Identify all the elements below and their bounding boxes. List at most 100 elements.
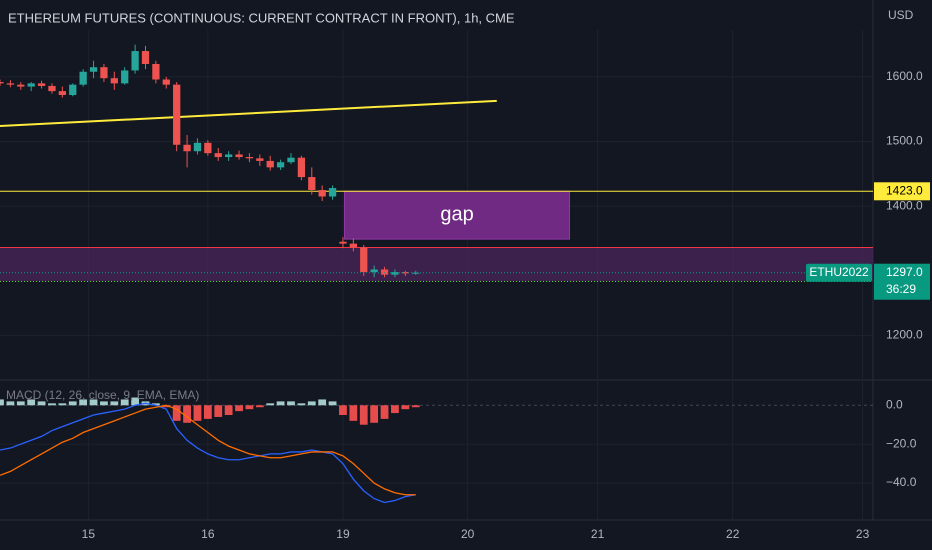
macd-line [0, 402, 416, 504]
histogram-bar [110, 401, 119, 406]
x-tick-label: 16 [201, 527, 215, 541]
histogram-bar [27, 399, 36, 406]
histogram-bar [339, 405, 347, 415]
candle-body [370, 269, 378, 273]
histogram-bar [193, 405, 202, 421]
candle-body [235, 154, 243, 158]
histogram-bar [172, 405, 181, 421]
candle-body [110, 78, 118, 84]
histogram-bar [58, 403, 67, 406]
candle-body [58, 91, 66, 95]
histogram-bar [245, 405, 254, 410]
candle-body [48, 85, 56, 92]
plot-layer: 1200.0 1400.0 1500.0 1600.0 15 16 19 20 21 22 23 ga… [0, 30, 930, 541]
candle-body [297, 157, 306, 178]
y-tick-label: 1600.0 [886, 69, 923, 83]
candle-body [360, 247, 368, 273]
candle-body [0, 82, 4, 84]
histogram-bar [297, 403, 306, 406]
candle-body [193, 142, 202, 152]
candle-body [162, 79, 170, 85]
candle-body [141, 51, 150, 64]
price-tag [874, 263, 930, 300]
candle-body [412, 272, 420, 274]
symbol-label: ETHU2022 [809, 265, 869, 279]
macd-line [0, 404, 416, 496]
chart-title: ETHEREUM FUTURES (CONTINUOUS: CURRENT CO… [8, 10, 515, 25]
candle-body [79, 71, 87, 85]
candle-body [328, 188, 337, 197]
histogram-bar [48, 403, 56, 406]
candle-body [17, 84, 25, 87]
candle-body [256, 158, 264, 161]
histogram-bar [224, 405, 233, 415]
level-label: 1423.0 [886, 183, 923, 197]
histogram-bar [370, 405, 379, 423]
histogram-bar [151, 403, 160, 406]
countdown: 36:29 [886, 282, 916, 296]
histogram-bar [100, 401, 108, 406]
histogram-bar [37, 401, 46, 406]
zone [0, 247, 873, 282]
candle-body [225, 154, 233, 158]
candle-body [276, 162, 285, 168]
candle-body [245, 157, 254, 159]
histogram-bar [349, 405, 358, 421]
candle-body [183, 144, 191, 152]
y-tick-label: −20.0 [886, 436, 917, 450]
y-tick-label: 1200.0 [886, 328, 923, 342]
last-price-label: 1297.0 [886, 265, 923, 279]
candle-body [380, 269, 389, 275]
candle-body [100, 67, 108, 79]
y-tick-label: −40.0 [886, 475, 917, 489]
candle-body [37, 83, 46, 86]
candle-body [287, 157, 295, 163]
histogram-bar [0, 399, 4, 406]
candle-body [152, 63, 160, 80]
histogram-bar [214, 405, 223, 417]
histogram-bar [131, 397, 140, 406]
histogram-bar [276, 401, 285, 406]
histogram-bar [328, 401, 337, 406]
candle-body [214, 153, 222, 158]
gap-label: gap [440, 203, 473, 225]
currency: USD [888, 8, 914, 22]
y-tick-label: 1400.0 [886, 198, 923, 212]
y-tick-label: 0.0 [886, 397, 903, 411]
trendline [0, 99, 497, 128]
histogram-bar [89, 399, 98, 406]
candle-body [391, 272, 399, 275]
symbol-tag [806, 263, 872, 282]
x-tick-label: 20 [461, 527, 475, 541]
histogram-bar [401, 405, 410, 410]
candle-body [173, 84, 181, 145]
level-tag [874, 182, 930, 201]
histogram-bar [6, 401, 15, 406]
histogram-bar [359, 405, 368, 425]
histogram-bar [162, 405, 171, 408]
candle-body [27, 83, 35, 87]
gap-box [344, 190, 571, 240]
candle-body [318, 190, 326, 197]
candle-body [339, 241, 347, 244]
histogram-bar [203, 405, 212, 419]
histogram-bar [120, 399, 129, 406]
histogram-bar [235, 405, 243, 412]
histogram-bar [16, 401, 25, 406]
candle-body [308, 177, 316, 190]
histogram-bar [255, 405, 264, 408]
histogram-bar [266, 403, 275, 406]
x-tick-label: 22 [726, 527, 740, 541]
histogram-bar [380, 405, 389, 419]
candle-body [6, 83, 15, 85]
candle-body [204, 142, 212, 154]
histogram-bar [391, 405, 399, 414]
candle-body [89, 67, 98, 72]
candle-body [266, 160, 274, 168]
candle-body [131, 51, 139, 71]
y-tick-label: 1500.0 [886, 134, 923, 148]
candle-body [121, 70, 129, 84]
histogram-bar [411, 405, 420, 408]
macd-title: MACD (12, 26, close, 9, EMA, EMA) [6, 388, 199, 402]
